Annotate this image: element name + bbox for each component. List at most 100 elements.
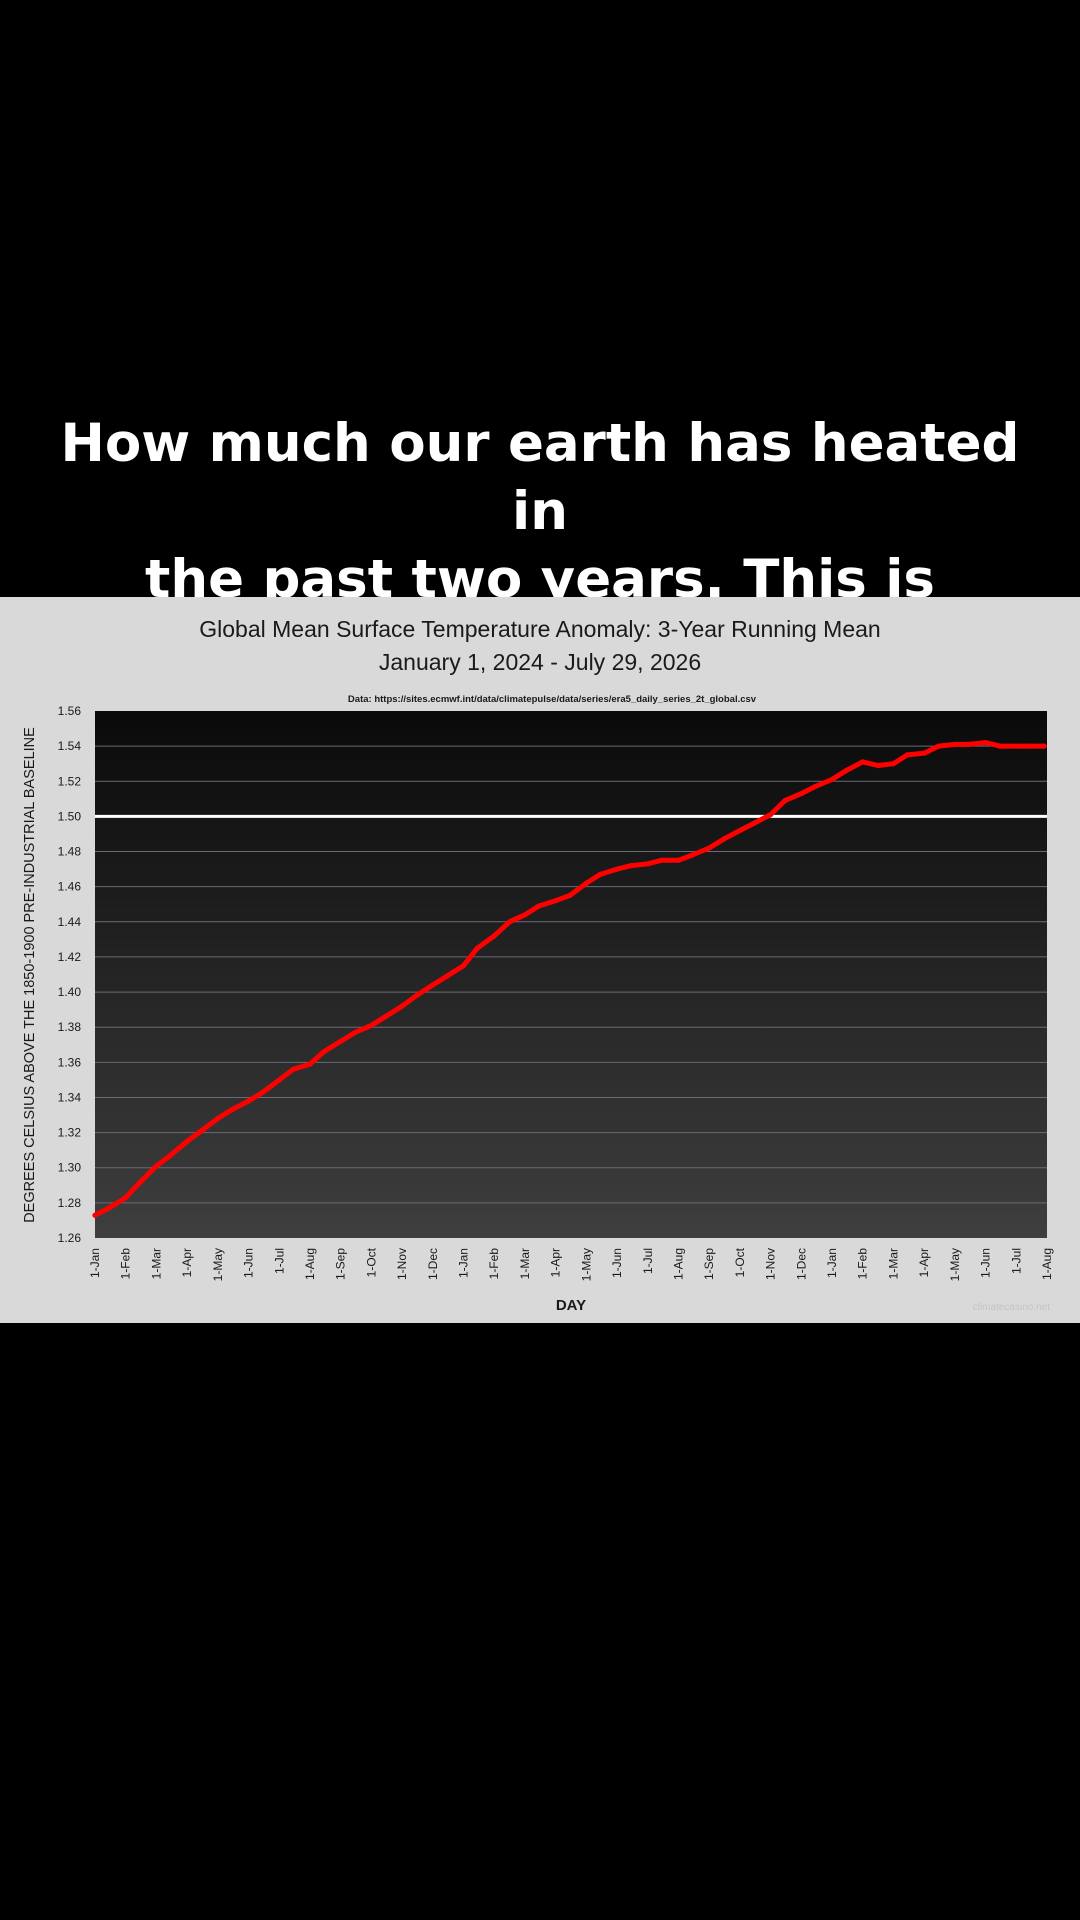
y-tick-label: 1.26	[58, 1231, 82, 1245]
data-point	[444, 973, 450, 979]
data-point	[536, 903, 542, 909]
data-point	[123, 1195, 129, 1201]
data-point	[352, 1029, 358, 1036]
y-tick-label: 1.52	[58, 774, 82, 788]
y-tick-label: 1.48	[58, 845, 82, 859]
x-tick-label: 1-Jul	[272, 1248, 286, 1274]
x-tick-label: 1-Sep	[334, 1248, 348, 1280]
data-point	[198, 1128, 205, 1134]
data-point	[507, 919, 513, 925]
y-tick-label: 1.36	[58, 1055, 82, 1069]
chart-subtitle: January 1, 2024 - July 29, 2026	[379, 649, 701, 675]
data-point	[935, 743, 942, 749]
y-tick-label: 1.44	[58, 915, 82, 929]
chart-title: Global Mean Surface Temperature Anomaly:…	[199, 616, 880, 642]
x-tick-label: 1-Mar	[518, 1248, 532, 1279]
data-point	[260, 1089, 266, 1095]
data-point	[290, 1066, 296, 1072]
x-tick-label: 1-Oct	[733, 1247, 747, 1277]
y-tick-label: 1.54	[58, 739, 82, 753]
data-point	[737, 827, 743, 834]
data-point	[706, 845, 712, 851]
x-tick-label: 1-Apr	[180, 1248, 194, 1277]
data-point	[413, 993, 419, 999]
data-point	[229, 1107, 235, 1113]
x-tick-label: 1-Dec	[794, 1248, 808, 1280]
x-tick-label: 1-May	[211, 1248, 225, 1281]
data-point	[276, 1077, 282, 1083]
x-tick-label: 1-Aug	[1040, 1248, 1054, 1280]
data-point	[997, 743, 1003, 749]
data-point	[798, 791, 804, 797]
y-tick-label: 1.50	[58, 809, 82, 823]
data-point	[812, 783, 818, 790]
data-point	[843, 768, 849, 774]
x-tick-label: 1-Nov	[395, 1248, 409, 1280]
x-tick-label: 1-Sep	[702, 1248, 716, 1280]
plot-area	[95, 711, 1047, 1238]
chart: Global Mean Surface Temperature Anomaly:…	[22, 616, 1054, 1314]
data-point	[983, 740, 989, 746]
y-tick-label: 1.38	[58, 1020, 82, 1034]
data-point	[184, 1138, 190, 1144]
data-point	[782, 798, 788, 804]
data-point	[751, 820, 757, 826]
data-point	[491, 933, 497, 939]
caption-line-1: How much our earth has heated in	[60, 413, 1020, 542]
y-tick-label: 1.42	[58, 950, 82, 964]
data-point	[553, 898, 559, 904]
data-point	[628, 863, 635, 869]
data-point	[583, 880, 590, 886]
y-tick-label: 1.32	[58, 1126, 82, 1140]
data-point	[966, 741, 972, 747]
x-tick-label: 1-Dec	[426, 1248, 440, 1280]
x-tick-label: 1-Aug	[303, 1248, 317, 1280]
data-point	[768, 812, 774, 818]
x-tick-label: 1-Apr	[549, 1248, 563, 1277]
data-point	[1013, 743, 1019, 749]
y-tick-label: 1.30	[58, 1161, 82, 1175]
y-tick-label: 1.56	[58, 704, 82, 718]
data-point	[860, 759, 866, 765]
data-point	[137, 1179, 144, 1185]
x-tick-label: 1-Mar	[149, 1248, 163, 1279]
data-point	[1027, 743, 1033, 749]
x-tick-label: 1-Feb	[856, 1248, 870, 1280]
x-tick-label: 1-Nov	[764, 1248, 778, 1280]
data-point	[952, 741, 958, 747]
data-point	[215, 1115, 221, 1122]
x-axis-label: DAY	[556, 1297, 586, 1314]
y-axis-label: DEGREES CELSIUS ABOVE THE 1850-1900 PRE-…	[22, 727, 38, 1223]
y-tick-label: 1.46	[58, 880, 82, 894]
data-point	[1041, 743, 1047, 749]
x-tick-label: 1-Jan	[825, 1248, 839, 1278]
data-point	[675, 857, 682, 863]
x-tick-label: 1-May	[579, 1248, 593, 1281]
data-point	[474, 945, 480, 951]
data-point	[689, 852, 696, 858]
x-tick-label: 1-Oct	[364, 1247, 378, 1277]
data-point	[567, 892, 573, 898]
data-point	[167, 1152, 173, 1158]
data-point	[829, 776, 835, 783]
x-tick-label: 1-May	[948, 1248, 962, 1281]
data-point	[522, 912, 528, 918]
x-tick-label: 1-Feb	[487, 1248, 501, 1280]
data-point	[904, 752, 910, 758]
data-point	[430, 982, 436, 988]
data-point	[890, 761, 897, 767]
data-point	[614, 866, 620, 872]
data-point	[921, 750, 927, 756]
watermark: climatecasino.net	[973, 1302, 1050, 1313]
x-tick-label: 1-Jun	[610, 1248, 624, 1278]
data-point	[92, 1212, 98, 1218]
x-tick-label: 1-Feb	[119, 1248, 133, 1280]
x-tick-label: 1-Jan	[88, 1248, 102, 1278]
x-tick-label: 1-Jan	[457, 1248, 471, 1278]
x-tick-label: 1-Jun	[242, 1248, 256, 1278]
data-point	[399, 1003, 405, 1009]
y-tick-label: 1.28	[58, 1196, 82, 1210]
x-tick-label: 1-Apr	[917, 1248, 931, 1277]
x-tick-label: 1-Jun	[979, 1248, 993, 1278]
y-tick-label: 1.34	[58, 1090, 82, 1104]
